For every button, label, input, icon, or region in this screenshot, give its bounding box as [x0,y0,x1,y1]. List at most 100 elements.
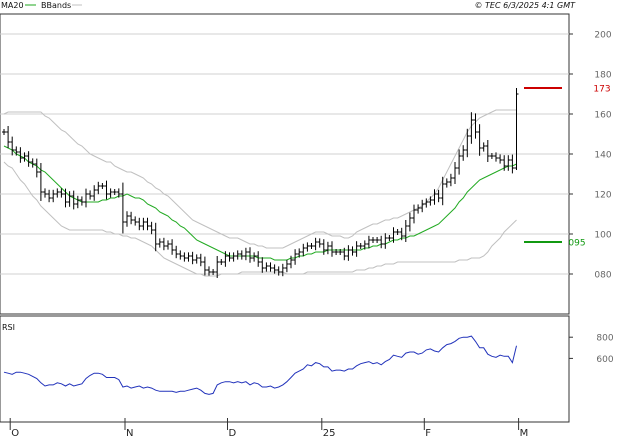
price-bar [239,250,244,260]
price-bar [38,163,43,201]
price-y-tick-label: 100 [594,231,611,241]
price-bar [379,235,384,249]
price-bar [190,251,195,265]
price-bar [477,124,482,156]
price-y-tick-label: 080 [594,271,611,281]
price-bar [403,220,408,242]
rsi-layer [3,335,517,395]
price-bar [202,256,207,276]
price-bar [481,142,486,152]
price-bar [219,259,224,265]
x-axis-label: F [425,428,431,439]
price-bar [412,204,416,224]
price-bar [330,241,334,257]
price-bar [354,241,359,257]
price-bar [71,190,76,210]
price-bar [157,238,162,248]
price-bar [194,254,199,264]
price-bar [145,217,150,231]
price-bar [59,188,64,198]
price-y-axis: 080 100 120 140 160 180 200 [569,31,612,281]
price-bar [211,269,216,275]
price-bar [264,262,269,272]
price-bar [186,252,191,262]
price-bar [84,188,88,208]
price-bar [395,229,400,235]
price-bar [399,227,404,241]
price-bar [30,158,35,168]
price-bar [92,185,97,201]
price-bar [207,266,211,276]
price-bar [116,188,121,198]
price-bar [125,211,129,227]
price-bar [88,190,93,200]
price-bar [510,154,515,174]
price-bar [55,188,60,198]
price-bar [67,191,72,207]
price-bar [223,251,228,267]
price-bar [362,240,367,250]
price-bar [448,173,453,187]
price-bar [301,243,306,257]
price-bar [338,249,343,255]
price-bar [79,196,84,206]
price-bar [141,217,146,231]
price-bar [108,188,113,198]
price-bar [161,237,166,251]
bbands-upper-line [3,109,517,249]
price-bar [444,178,449,188]
price-y-tick-label: 160 [594,111,611,121]
price-y-tick-label: 200 [594,31,611,41]
price-bar [432,189,437,205]
price-bar [153,222,158,252]
rsi-panel-frame [0,315,570,423]
price-bar [215,256,220,278]
price-bar [166,240,170,250]
chart-header: MA20 BBands © TEC 6/3/2025 4:1 GMT [1,1,576,10]
price-bar [174,245,179,259]
bbands-lower-line [3,161,517,277]
price-bar [149,221,154,235]
rsi-y-axis: 600 800 [569,334,614,365]
price-bar [231,252,236,262]
price-bar [297,248,302,258]
price-gridlines [0,33,569,275]
price-bar [514,88,519,170]
price-bar [198,253,203,267]
x-axis-label: D [229,428,237,439]
price-bar [313,237,318,251]
price-bar [498,154,503,164]
price-bar [383,233,388,249]
price-bar [133,216,138,226]
price-bar [489,153,494,159]
rsi-panel-title: RSI [2,323,15,332]
price-bar [26,151,31,167]
price-bar [178,250,183,260]
price-bar [170,239,175,255]
price-bar [424,198,429,208]
price-y-tick-label: 180 [594,71,611,81]
price-bar [309,243,314,249]
x-axis-label: M [520,428,529,439]
price-bar [334,249,339,255]
price-bar [43,188,47,198]
price-bar [358,243,363,249]
price-bar [346,245,351,261]
price-y-tick-label: 120 [594,191,611,201]
rsi-y-tick-label: 600 [596,355,613,365]
price-bar [272,264,277,274]
price-bar [317,238,322,248]
price-bar [2,129,6,135]
x-axis-label: 25 [323,428,336,439]
ma20-layer [3,145,517,261]
price-bar [137,217,142,231]
price-bar [129,211,134,225]
price-y-tick-label: 140 [594,151,611,161]
x-axis: O N D 25 F M [9,418,529,439]
price-bar [305,242,310,252]
price-bar [96,181,101,195]
price-bar [75,195,80,209]
price-bar [457,149,462,175]
price-bar [51,189,56,203]
price-bar [342,247,347,261]
